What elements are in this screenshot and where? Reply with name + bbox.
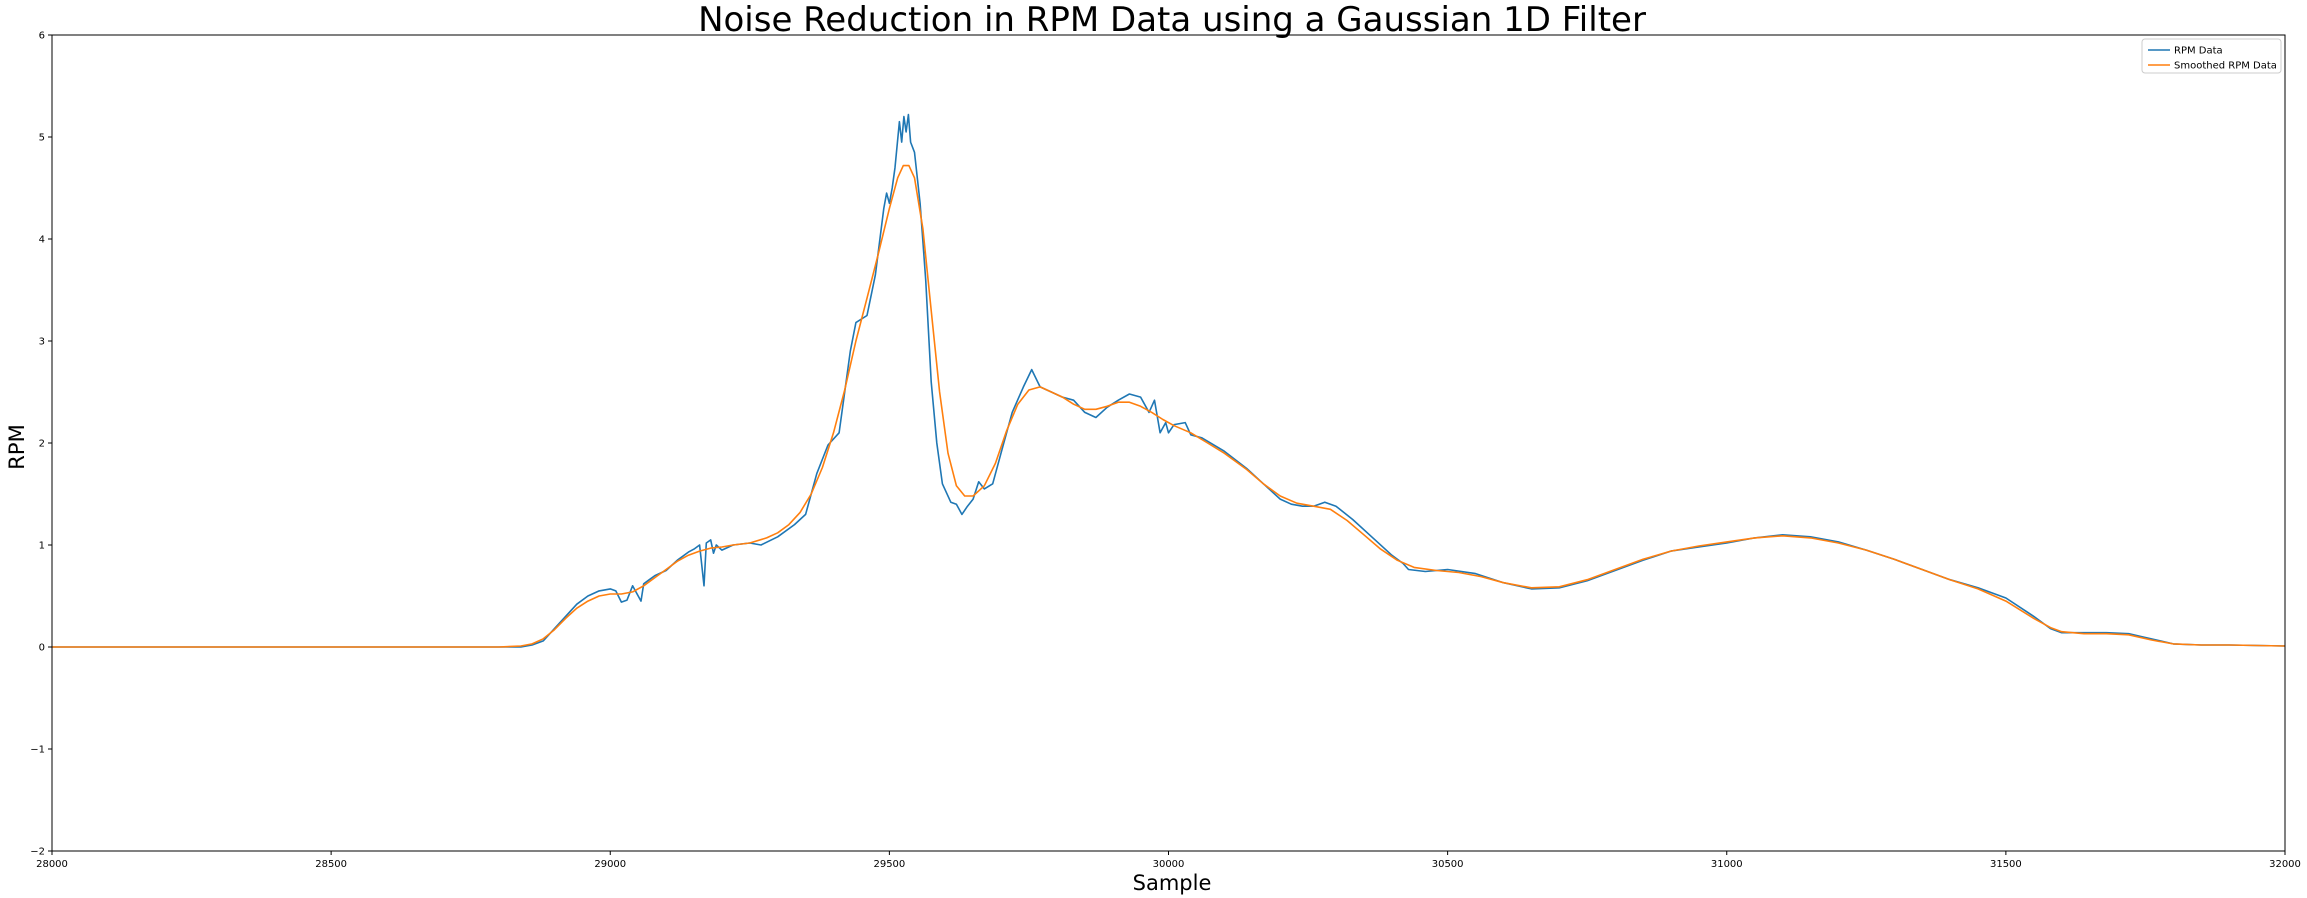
y-tick-label: 4 xyxy=(39,235,45,246)
y-tick-label: −1 xyxy=(30,745,45,756)
x-tick-label: 29500 xyxy=(873,859,905,870)
x-tick-label: 30500 xyxy=(1432,859,1464,870)
x-tick-label: 31000 xyxy=(1711,859,1743,870)
y-tick-label: 5 xyxy=(39,133,45,144)
y-tick-label: 3 xyxy=(39,337,45,348)
legend-label-1: RPM Data xyxy=(2174,46,2223,57)
y-tick-label: 6 xyxy=(39,31,45,42)
x-tick-label: 29000 xyxy=(594,859,626,870)
x-axis: 28000 28500 29000 29500 30000 30500 31000 31500… xyxy=(36,851,2301,870)
x-tick-label: 32000 xyxy=(2269,859,2301,870)
legend-label-2: Smoothed RPM Data xyxy=(2174,61,2277,72)
y-axis-label: RPM xyxy=(5,424,29,469)
series-layer xyxy=(52,113,2286,648)
y-axis: −2 −1 0 1 2 3 4 5 6 xyxy=(30,31,52,858)
x-tick-label: 28000 xyxy=(36,859,68,870)
legend: RPM Data Smoothed RPM Data xyxy=(2141,38,2282,74)
legend-box xyxy=(2141,38,2282,74)
y-tick-label: 0 xyxy=(39,643,45,654)
y-tick-label: −2 xyxy=(30,847,45,858)
x-tick-label: 31500 xyxy=(1990,859,2022,870)
x-axis-label: Sample xyxy=(1133,871,1212,895)
chart-title: Noise Reduction in RPM Data using a Gaus… xyxy=(698,0,1646,40)
x-tick-label: 30000 xyxy=(1153,859,1185,870)
series-line-2 xyxy=(52,164,2286,648)
y-tick-label: 2 xyxy=(39,439,45,450)
x-tick-label: 28500 xyxy=(315,859,347,870)
y-tick-label: 1 xyxy=(39,541,45,552)
